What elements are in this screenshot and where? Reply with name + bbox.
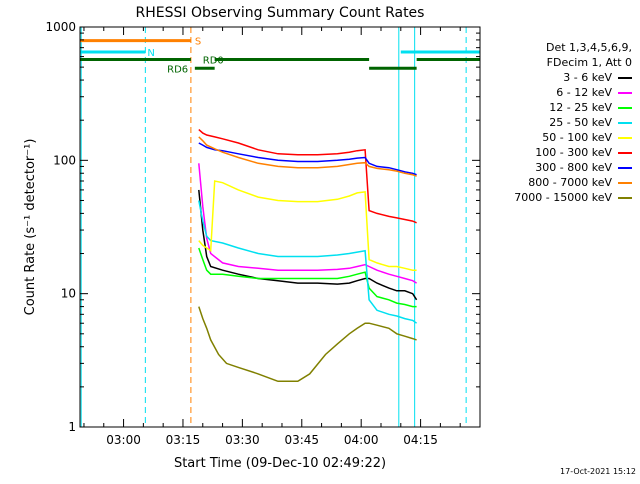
legend-item-label: 800 - 7000 keV <box>528 176 612 189</box>
y-axis-label: Count Rate (s⁻¹ detector⁻¹) <box>23 139 38 316</box>
x-axis-label: Start Time (09-Dec-10 02:49:22) <box>174 456 386 471</box>
legend-item-0: 3 - 6 keV <box>514 70 632 85</box>
legend-item-8: 7000 - 15000 keV <box>514 190 632 205</box>
series-line-1 <box>198 163 417 284</box>
legend-swatch <box>618 76 632 79</box>
y-tick-label-3: 1000 <box>45 20 76 34</box>
legend-item-label: 12 - 25 keV <box>549 101 612 114</box>
x-tick-label-2: 03:30 <box>225 433 260 447</box>
legend-item-label: 7000 - 15000 keV <box>514 191 612 204</box>
flag-label-rd6: RD6 <box>167 64 188 75</box>
legend-item-label: 3 - 6 keV <box>563 71 612 84</box>
legend-header-line2: FDecim 1, Att 0 <box>546 56 632 69</box>
series-line-5 <box>198 129 417 224</box>
legend-item-2: 12 - 25 keV <box>514 100 632 115</box>
legend-item-7: 800 - 7000 keV <box>514 175 632 190</box>
x-tick-label-4: 04:00 <box>344 433 379 447</box>
x-tick-label-3: 03:45 <box>284 433 319 447</box>
legend-header-line1: Det 1,3,4,5,6,9, <box>545 41 632 54</box>
y-tick-label-2: 100 <box>53 153 76 167</box>
flag-label-rd0: RD0 <box>203 56 224 67</box>
series-line-7 <box>198 136 417 177</box>
timestamp: 17-Oct-2021 15:12 <box>560 467 636 476</box>
y-tick-label-1: 10 <box>61 287 76 301</box>
legend-item-6: 300 - 800 keV <box>514 160 632 175</box>
legend-swatch <box>618 91 632 94</box>
legend-swatch <box>618 151 632 154</box>
x-tick-label-5: 04:15 <box>403 433 438 447</box>
legend-item-label: 100 - 300 keV <box>535 146 612 159</box>
legend-swatch <box>618 106 632 109</box>
y-tick-label-0: 1 <box>68 420 76 434</box>
x-tick-label-0: 03:00 <box>106 433 141 447</box>
legend-item-label: 25 - 50 keV <box>549 116 612 129</box>
legend-swatch <box>618 121 632 124</box>
x-tick-label-1: 03:15 <box>166 433 201 447</box>
legend-item-label: 50 - 100 keV <box>542 131 612 144</box>
series-line-0 <box>198 189 418 301</box>
series-line-4 <box>198 180 417 271</box>
legend-item-label: 300 - 800 keV <box>535 161 612 174</box>
series-line-8 <box>198 306 417 383</box>
legend-item-3: 25 - 50 keV <box>514 115 632 130</box>
legend-swatch <box>618 181 632 184</box>
legend-item-4: 50 - 100 keV <box>514 130 632 145</box>
legend-item-1: 6 - 12 keV <box>514 85 632 100</box>
legend-swatch <box>618 196 632 199</box>
legend: Det 1,3,4,5,6,9, FDecim 1, Att 0 3 - 6 k… <box>514 40 632 205</box>
plot-frame <box>79 26 481 428</box>
series-line-6 <box>198 142 417 176</box>
chart-title: RHESSI Observing Summary Count Rates <box>136 5 425 21</box>
flag-label-s: S <box>195 37 201 48</box>
legend-swatch <box>618 166 632 169</box>
legend-swatch <box>618 136 632 139</box>
series-line-2 <box>198 247 417 308</box>
flag-label-n: N <box>147 48 154 59</box>
legend-item-5: 100 - 300 keV <box>514 145 632 160</box>
series-line-3 <box>198 200 418 324</box>
legend-item-label: 6 - 12 keV <box>556 86 612 99</box>
